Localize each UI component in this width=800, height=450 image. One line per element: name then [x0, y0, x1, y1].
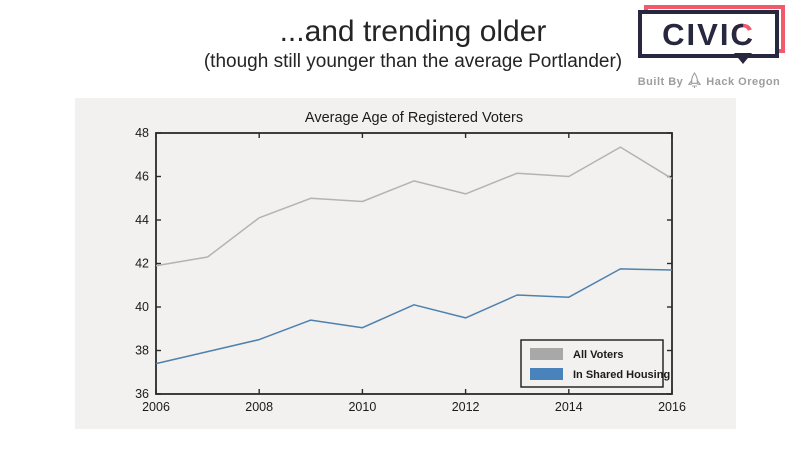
x-tick-label: 2010	[348, 400, 376, 414]
chart-title: Average Age of Registered Voters	[305, 110, 523, 126]
x-tick-label: 2014	[555, 400, 583, 414]
y-tick-label: 48	[135, 126, 149, 140]
all-voters-line	[155, 146, 673, 267]
page-title: ...and trending older	[279, 15, 547, 48]
legend-label: All Voters	[573, 349, 624, 361]
y-tick-label: 38	[135, 344, 149, 358]
legend-swatch-in-shared-housing	[530, 368, 563, 380]
y-tick-label: 40	[135, 300, 149, 314]
y-tick-label: 36	[135, 387, 149, 401]
chart-figure: Average Age of Registered Voters 2006 2008…	[75, 98, 736, 429]
legend-swatch-all-voters	[530, 348, 563, 360]
logo-wordmark: CIVIC C	[662, 16, 755, 52]
x-tick-label: 2006	[142, 400, 170, 414]
page-subtitle: (though still younger than the average P…	[203, 51, 623, 72]
speech-bubble-tail	[734, 53, 752, 64]
x-tick-label: 2012	[452, 400, 480, 414]
logo-navy-frame: CIVIC C	[638, 10, 779, 58]
tagline-hack-oregon: Hack Oregon	[706, 76, 781, 88]
y-tick-label: 46	[135, 170, 149, 184]
x-tick-label: 2016	[658, 400, 686, 414]
y-tick-label: 44	[135, 213, 149, 227]
rocket-icon	[687, 71, 702, 92]
tagline-built-by: Built By	[637, 76, 684, 88]
x-tick-label: 2008	[245, 400, 273, 414]
civic-logo-badge: CIVIC C	[638, 5, 785, 64]
legend: All Voters In Shared Housing	[520, 339, 670, 388]
slide-header: ...and trending older (though still youn…	[34, 16, 792, 74]
legend-label: In Shared Housing	[573, 369, 670, 381]
logo-tagline: Built By Hack Oregon	[634, 71, 784, 92]
in-shared-housing-line	[155, 268, 673, 365]
legend-box	[520, 339, 664, 388]
civic-logo: CIVIC C Built By Hack Oregon	[634, 5, 785, 92]
y-tick-label: 42	[135, 257, 149, 271]
